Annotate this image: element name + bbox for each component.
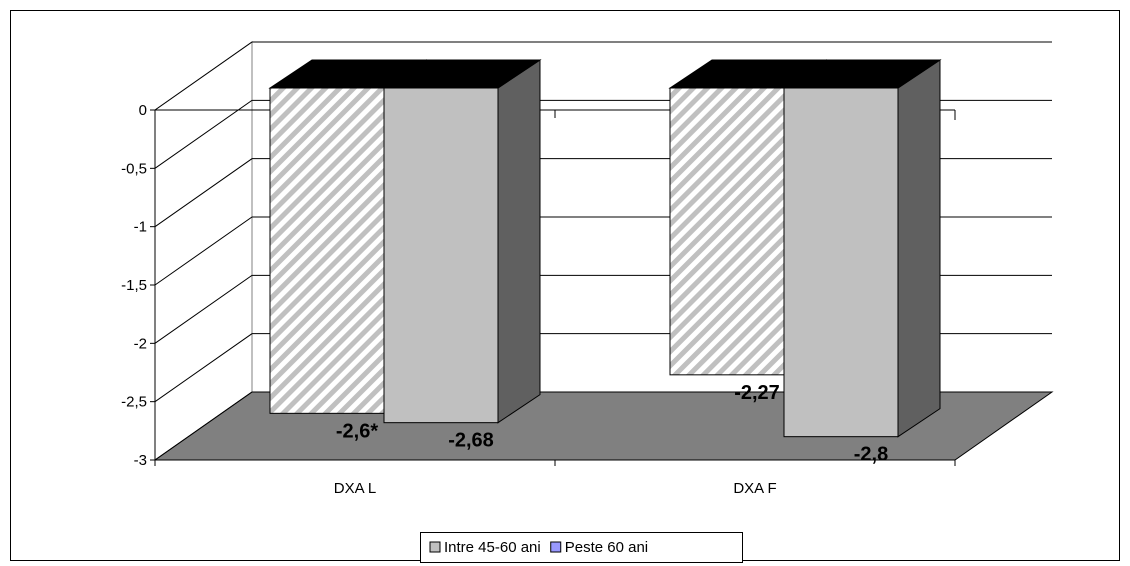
legend-box xyxy=(420,532,743,563)
data-label: -2,8 xyxy=(854,444,888,466)
x-axis-categories: DXA L DXA F xyxy=(334,480,777,497)
y-tick-label: -2 xyxy=(134,335,147,352)
y-tick-label: -1 xyxy=(134,219,147,236)
bar-side xyxy=(897,59,941,438)
bar xyxy=(783,87,899,438)
bar xyxy=(669,87,785,376)
bar-top xyxy=(782,59,942,89)
y-tick-label: -3 xyxy=(134,452,147,469)
y-tick-label: 0 xyxy=(139,102,147,119)
y-axis-ticks: 0 -0,5 -1 -1,5 -2 -2,5 -3 xyxy=(121,102,155,469)
legend-label: Intre 45-60 ani xyxy=(444,539,541,556)
y-tick-label: -0,5 xyxy=(121,160,147,177)
data-label: -2,6* xyxy=(336,420,378,442)
legend-swatch xyxy=(429,541,441,553)
data-label: -2,27 xyxy=(734,382,780,404)
data-labels: -2,6* -2,68 -2,27 -2,8 xyxy=(336,382,888,466)
y-tick-label: -1,5 xyxy=(121,277,147,294)
x-tick-label: DXA L xyxy=(334,480,377,497)
legend-swatch xyxy=(550,541,562,553)
bar-side xyxy=(497,59,541,424)
chart-border xyxy=(10,10,1120,561)
gridline xyxy=(154,41,1052,111)
legend-label: Peste 60 ani xyxy=(565,539,648,556)
data-label: -2,68 xyxy=(448,430,494,452)
bar xyxy=(383,87,499,424)
legend: Intre 45-60 ani Peste 60 ani xyxy=(420,532,743,563)
x-tick-label: DXA F xyxy=(733,480,776,497)
y-tick-label: -2,5 xyxy=(121,394,147,411)
bar-top xyxy=(382,59,542,89)
bars xyxy=(268,59,942,438)
bar xyxy=(269,87,385,414)
